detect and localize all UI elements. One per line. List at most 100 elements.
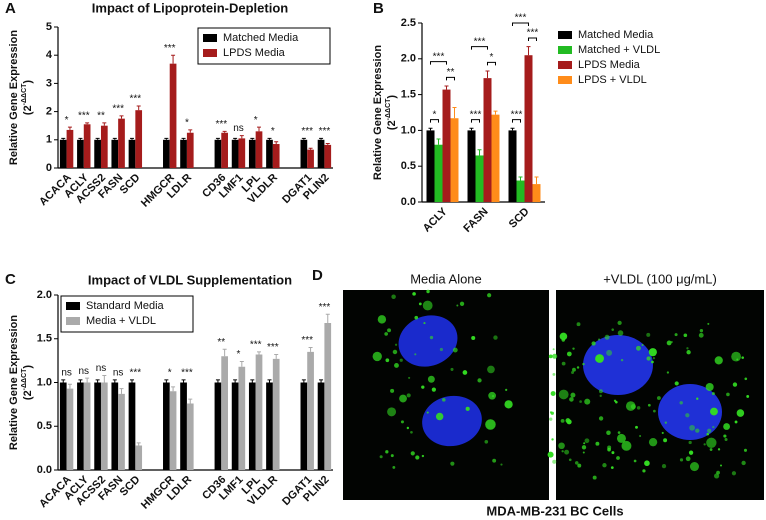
fluorescence-dot [661, 431, 664, 434]
error-bar [85, 122, 90, 125]
fluorescence-dot [410, 430, 413, 434]
fluorescence-dot [426, 411, 429, 414]
fluorescence-dot [717, 448, 721, 451]
fluorescence-dot [410, 451, 415, 456]
y-tick-label: 2.0 [401, 53, 416, 65]
fluorescence-dot [551, 438, 554, 441]
error-bar [485, 70, 490, 79]
fluorescence-dot [384, 332, 389, 336]
fluorescence-dot [431, 387, 436, 392]
fluorescence-dot [504, 400, 513, 409]
fluorescence-dot [741, 356, 744, 359]
significance-label: ns [233, 123, 244, 134]
error-bar [301, 137, 306, 140]
error-bar [181, 137, 186, 140]
fluorescence-dot [561, 361, 566, 366]
fluorescence-dot [421, 454, 425, 458]
fluorescence-dot [400, 420, 404, 424]
fluorescence-dot [598, 416, 604, 421]
significance-label: *** [164, 43, 176, 54]
error-bar [534, 176, 539, 185]
formula-exponent: -ΔΔCT [385, 98, 392, 120]
formula-close: ) [22, 80, 34, 84]
bar [467, 130, 476, 202]
bar [77, 382, 84, 470]
fluorescence-dot [741, 460, 746, 466]
fluorescence-dot [488, 391, 496, 400]
bar [516, 180, 525, 202]
fluorescence-dot [571, 371, 575, 374]
fluorescence-dot [744, 377, 748, 381]
fluorescence-dot [572, 347, 575, 350]
fluorescence-dot [674, 381, 679, 386]
fluorescence-dot [653, 409, 656, 413]
fluorescence-dot [616, 433, 626, 443]
error-bar [428, 127, 433, 131]
fluorescence-dot [642, 469, 646, 473]
legend-box [60, 295, 194, 333]
fluorescence-dot [648, 438, 658, 447]
bar [307, 351, 314, 470]
significance-label: *** [433, 51, 445, 62]
chart-title: Impact of VLDL Supplementation [88, 272, 292, 287]
fluorescence-dot [569, 397, 574, 402]
bar [163, 382, 170, 470]
fluorescence-dot [710, 407, 718, 416]
bar [532, 184, 541, 202]
fluorescence-dot [414, 315, 419, 320]
fluorescence-dot [372, 351, 382, 362]
legend-label: LPDS + VLDL [578, 74, 647, 86]
fluorescence-dot [663, 438, 668, 443]
significance-label: ** [217, 337, 225, 348]
error-bar [222, 348, 227, 357]
bar [66, 388, 74, 470]
bar [128, 139, 136, 168]
error-bar [301, 379, 306, 383]
bar [231, 139, 239, 168]
fluorescence-dot [726, 392, 730, 397]
legend-label: LPDS Media [578, 59, 641, 71]
error-bar [325, 313, 330, 323]
fluorescence-dot [471, 335, 476, 341]
error-bar [102, 375, 107, 383]
significance-label: * [65, 115, 69, 126]
fluorescence-dot [548, 354, 553, 359]
fluorescence-dot [615, 400, 618, 404]
significance-label: *** [301, 335, 313, 346]
significance-label: *** [267, 342, 279, 353]
fluorescence-dot [646, 332, 651, 337]
bar [248, 139, 256, 168]
error-bar [239, 361, 244, 367]
fluorescence-dot [711, 392, 715, 396]
significance-label: ns [113, 368, 124, 379]
significance-label: *** [470, 109, 482, 120]
error-bar [222, 130, 227, 133]
fluorescence-dot [442, 398, 446, 402]
error-bar [164, 137, 169, 140]
significance-label: ns [79, 366, 90, 377]
legend-swatch [558, 31, 572, 39]
fluorescence-dot [714, 356, 723, 365]
fluorescence-dot [705, 382, 714, 392]
bar [450, 118, 459, 202]
significance-label: *** [319, 302, 331, 313]
x-tick-label: FASN [461, 206, 490, 235]
bar [426, 130, 435, 202]
fluorescence-dot [387, 328, 392, 333]
significance-label: *** [511, 109, 523, 120]
fluorescence-dot [582, 362, 585, 366]
fluorescence-dot [505, 388, 508, 392]
fluorescence-dot [584, 438, 590, 444]
error-bar [477, 149, 482, 156]
significance-bracket [471, 46, 488, 50]
fluorescence-dot [646, 356, 651, 361]
significance-bracket [445, 76, 455, 81]
error-bar [102, 122, 107, 126]
bar [483, 78, 492, 202]
chart-title: Impact of Lipoprotein-Depletion [92, 0, 288, 15]
fluorescence-dot [652, 357, 656, 360]
significance-bracket [512, 119, 522, 123]
bar [317, 139, 325, 168]
fluorescence-dot [422, 300, 433, 311]
fluorescence-dot [591, 341, 596, 346]
